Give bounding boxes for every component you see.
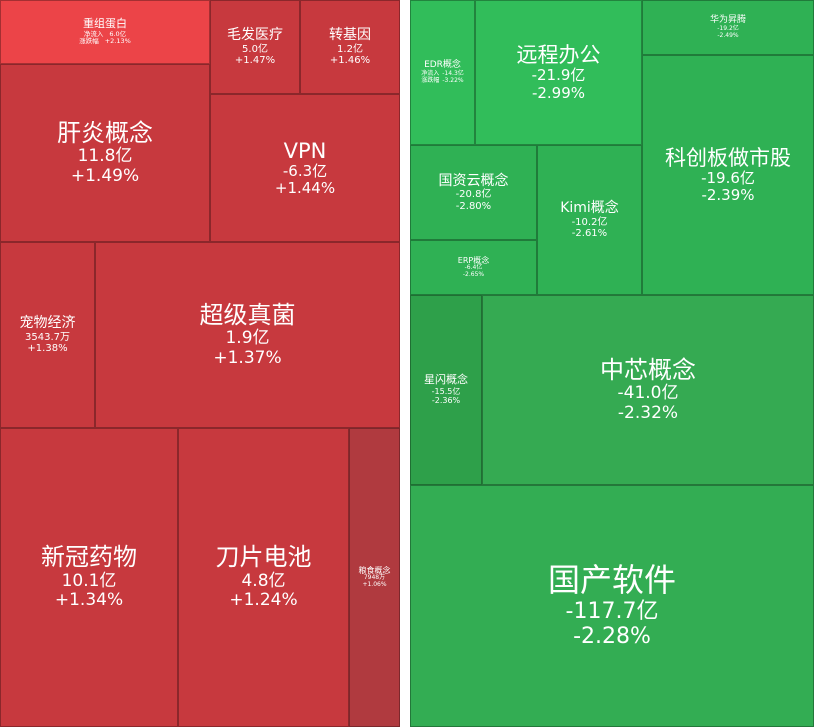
sector-tile-guoziyun[interactable]: 国资云概念 -20.8亿 -2.80% — [410, 145, 537, 240]
sector-change: +1.47% — [234, 55, 276, 67]
sector-name: 新冠药物 — [41, 543, 137, 572]
sector-tile-chongwu[interactable]: 宠物经济 3543.7万 +1.38% — [0, 242, 95, 428]
sector-change: +1.34% — [54, 590, 124, 611]
sector-change: +1.24% — [229, 590, 298, 611]
sector-tile-erp[interactable]: ERP概念 -6.4亿 -2.65% — [410, 240, 537, 295]
falling-sectors-heatmap: EDR概念 净流入 -14.3亿 涨跌幅 -3.22% 远程办公 -21.9亿 … — [410, 0, 814, 727]
sector-name: 华为昇腾 — [709, 15, 746, 26]
sector-name: 粮食概念 — [358, 566, 391, 576]
sector-tile-zhuanjiyin[interactable]: 转基因 1.2亿 +1.46% — [300, 0, 400, 94]
sector-tile-chaoji[interactable]: 超级真菌 1.9亿 +1.37% — [95, 242, 400, 428]
sector-flow: 4.8亿 — [241, 570, 286, 591]
sector-tile-yuancheng[interactable]: 远程办公 -21.9亿 -2.99% — [475, 0, 642, 145]
sector-flow: -10.2亿 — [571, 216, 608, 228]
sector-change: -2.49% — [717, 31, 739, 39]
change-row: 涨跌幅 -3.22% — [421, 76, 464, 85]
change-label: 涨跌幅 — [421, 76, 440, 84]
sector-change: +1.37% — [213, 347, 282, 368]
sector-tile-xingshan[interactable]: 星闪概念 -15.5亿 -2.36% — [410, 295, 482, 485]
sector-tile-ganyan[interactable]: 肝炎概念 11.8亿 +1.49% — [0, 64, 210, 242]
inflow-value: 6.0亿 — [109, 29, 127, 38]
sector-change: -2.28% — [573, 624, 651, 650]
sector-change: -2.36% — [431, 396, 461, 406]
inflow-row: 净流入 6.0亿 — [83, 29, 127, 38]
sector-name: 国产软件 — [547, 561, 676, 600]
sector-name: 转基因 — [329, 27, 371, 44]
sector-tile-maofa[interactable]: 毛发医疗 5.0亿 +1.47% — [210, 0, 300, 94]
sector-change: +1.49% — [70, 165, 140, 186]
sector-name: Kimi概念 — [560, 200, 619, 217]
sector-change: -2.80% — [455, 200, 492, 212]
change-value: -3.22% — [442, 76, 464, 84]
sector-tile-edr[interactable]: EDR概念 净流入 -14.3亿 涨跌幅 -3.22% — [410, 0, 475, 145]
sector-tile-huawei[interactable]: 华为昇腾 -19.2亿 -2.49% — [642, 0, 814, 55]
sector-change: -2.99% — [531, 83, 586, 102]
sector-name: 国资云概念 — [438, 172, 509, 189]
sector-flow: -117.7亿 — [565, 599, 659, 625]
sector-flow: -15.5亿 — [431, 387, 461, 397]
sector-name: 肝炎概念 — [57, 118, 153, 147]
sector-flow: 1.9亿 — [225, 328, 270, 349]
sector-change: +1.44% — [274, 179, 336, 198]
sector-name: EDR概念 — [424, 60, 461, 71]
inflow-value: -14.3亿 — [442, 69, 464, 77]
sector-tile-kimi[interactable]: Kimi概念 -10.2亿 -2.61% — [537, 145, 642, 295]
sector-name: VPN — [283, 138, 327, 163]
sector-change: +1.46% — [329, 55, 371, 67]
sector-flow: -19.2亿 — [717, 24, 739, 32]
sector-tile-vpn[interactable]: VPN -6.3亿 +1.44% — [210, 94, 400, 242]
sector-tile-xinguan[interactable]: 新冠药物 10.1亿 +1.34% — [0, 428, 178, 727]
sector-flow: 11.8亿 — [77, 146, 133, 167]
sector-name: 科创板做市股 — [665, 145, 791, 170]
sector-flow: -20.8亿 — [455, 189, 492, 201]
change-value: +2.13% — [104, 37, 131, 46]
sector-flow: 3543.7万 — [25, 331, 70, 343]
sector-tile-zhongxin[interactable]: 中芯概念 -41.0亿 -2.32% — [482, 295, 814, 485]
sector-flow: 1.2亿 — [337, 43, 363, 55]
sector-flow: -41.0亿 — [617, 383, 679, 404]
sector-name: ERP概念 — [457, 256, 490, 266]
sector-change: -2.32% — [617, 402, 679, 423]
sector-change: -2.61% — [571, 228, 608, 240]
sector-flow: 7948万 — [363, 574, 386, 582]
sector-name: 宠物经济 — [19, 315, 76, 332]
inflow-label: 净流入 — [83, 29, 104, 38]
inflow-label: 净流入 — [421, 69, 440, 77]
sector-name: 重组蛋白 — [83, 17, 127, 31]
sector-tile-guochan[interactable]: 国产软件 -117.7亿 -2.28% — [410, 485, 814, 727]
sector-tile-chongzu[interactable]: 重组蛋白 净流入 6.0亿 涨跌幅 +2.13% — [0, 0, 210, 64]
sector-change: -2.39% — [701, 186, 755, 205]
sector-flow: -6.4亿 — [464, 264, 483, 272]
sector-name: 超级真菌 — [199, 300, 296, 329]
sector-name: 星闪概念 — [424, 373, 468, 387]
sector-change: -2.65% — [462, 271, 485, 279]
sector-flow: -19.6亿 — [701, 168, 755, 187]
sector-tile-daopian[interactable]: 刀片电池 4.8亿 +1.24% — [178, 428, 349, 727]
sector-flow: 5.0亿 — [242, 43, 268, 55]
sector-name: 刀片电池 — [215, 543, 312, 572]
sector-tile-liangshi[interactable]: 粮食概念 7948万 +1.06% — [349, 428, 400, 727]
sector-tile-kechuang[interactable]: 科创板做市股 -19.6亿 -2.39% — [642, 55, 814, 295]
sector-change: +1.38% — [27, 343, 68, 355]
sector-flow: -6.3亿 — [282, 161, 328, 180]
inflow-row: 净流入 -14.3亿 — [421, 69, 464, 78]
sector-change: +1.06% — [362, 581, 387, 589]
change-label: 涨跌幅 — [79, 37, 99, 46]
change-row: 涨跌幅 +2.13% — [79, 37, 131, 46]
sector-name: 中芯概念 — [600, 355, 696, 384]
sector-flow: 10.1亿 — [61, 570, 117, 591]
sector-name: 远程办公 — [516, 43, 601, 68]
sector-flow: -21.9亿 — [531, 66, 586, 85]
sector-name: 毛发医疗 — [227, 27, 283, 44]
rising-sectors-heatmap: 重组蛋白 净流入 6.0亿 涨跌幅 +2.13% 毛发医疗 5.0亿 +1.47… — [0, 0, 400, 727]
